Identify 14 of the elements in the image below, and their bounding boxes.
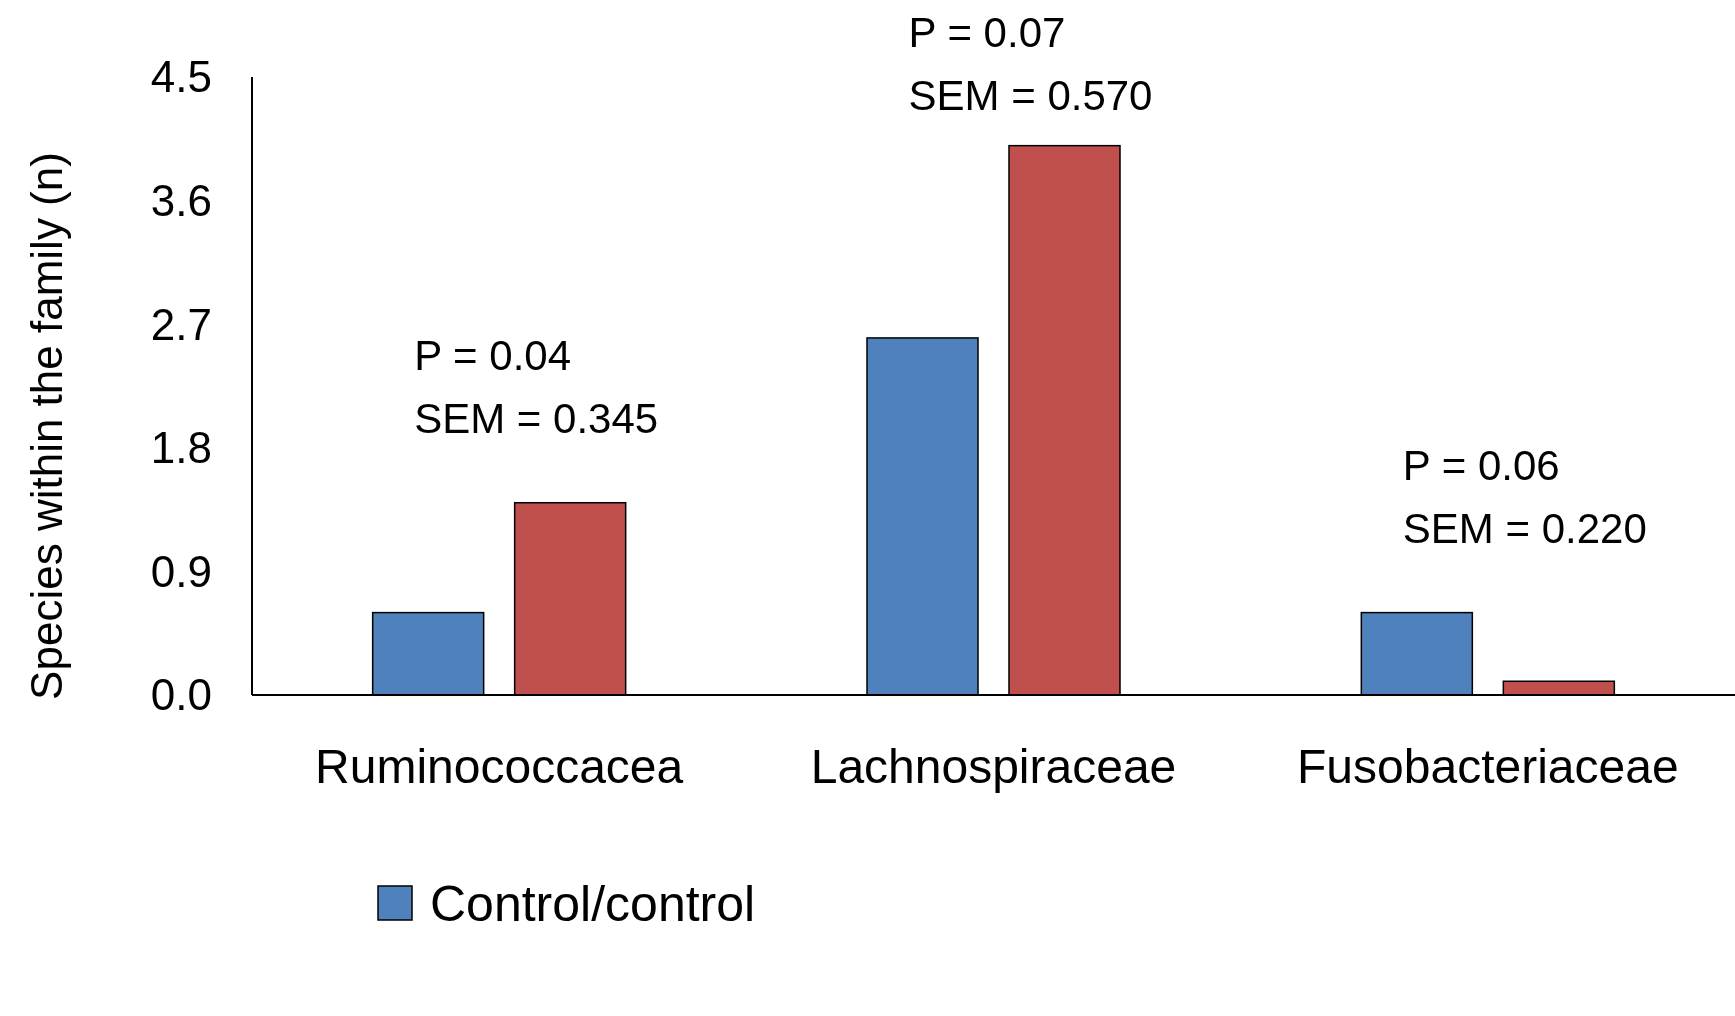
y-tick-label: 0.0 [150,670,212,720]
x-tick-label: Ruminococcacea [315,740,684,793]
y-tick-label: 4.5 [150,52,212,102]
legend-label: Control/control [430,875,756,932]
y-tick-label: 3.6 [150,176,212,225]
x-tick-label: Fusobacteriaceae [1297,740,1679,793]
y-tick-label: 0.9 [150,546,212,596]
y-tick-label: 2.7 [150,299,212,349]
annotation: P = 0.04 SEM = 0.345 [414,331,659,442]
annotation: P = 0.06 SEM = 0.220 [1402,441,1647,552]
y-axis-title: Species within the family (n) [22,152,71,700]
x-tick-label: Lachnospiraceae [810,740,1177,793]
y-tick-label: 1.8 [150,423,212,473]
annotation: P = 0.07 SEM = 0.570 [908,9,1153,119]
